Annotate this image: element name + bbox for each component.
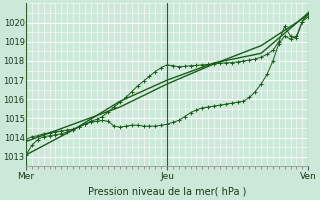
- X-axis label: Pression niveau de la mer( hPa ): Pression niveau de la mer( hPa ): [88, 187, 246, 197]
